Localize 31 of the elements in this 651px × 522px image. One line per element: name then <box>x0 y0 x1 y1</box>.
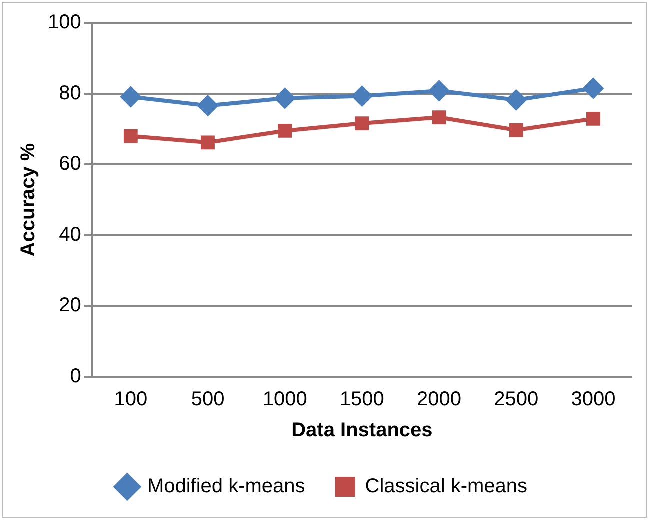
x-tick-label: 1000 <box>262 388 308 411</box>
y-tick-label: 60 <box>59 153 82 176</box>
x-tick-label: 3000 <box>571 388 616 411</box>
y-tick-label: 80 <box>59 82 82 104</box>
y-tick-label: 40 <box>59 224 82 246</box>
y-tick-label: 0 <box>70 366 82 388</box>
point <box>198 96 218 116</box>
legend-label: Modified k-means <box>147 476 306 498</box>
x-axis-title: Data Instances <box>292 420 433 442</box>
point <box>352 86 372 106</box>
x-tick-label: 2500 <box>494 388 539 411</box>
y-tick-label: 20 <box>59 294 82 317</box>
point <box>509 123 524 138</box>
x-tick-label: 500 <box>191 388 225 411</box>
point <box>124 129 138 144</box>
x-tick-label: 100 <box>114 388 148 411</box>
point <box>583 78 604 98</box>
point <box>278 124 292 138</box>
point <box>275 88 296 108</box>
point <box>120 86 141 107</box>
y-axis-title: Accuracy % <box>18 143 40 257</box>
x-tick-label: 1500 <box>340 388 384 411</box>
point <box>429 80 450 101</box>
x-tick-label: 2000 <box>417 388 462 411</box>
point <box>586 112 600 126</box>
y-tick-label: 100 <box>48 12 82 34</box>
point <box>506 90 526 110</box>
point <box>201 136 215 150</box>
point <box>355 116 370 130</box>
point <box>432 110 446 124</box>
legend-label: Classical k-means <box>365 476 528 498</box>
